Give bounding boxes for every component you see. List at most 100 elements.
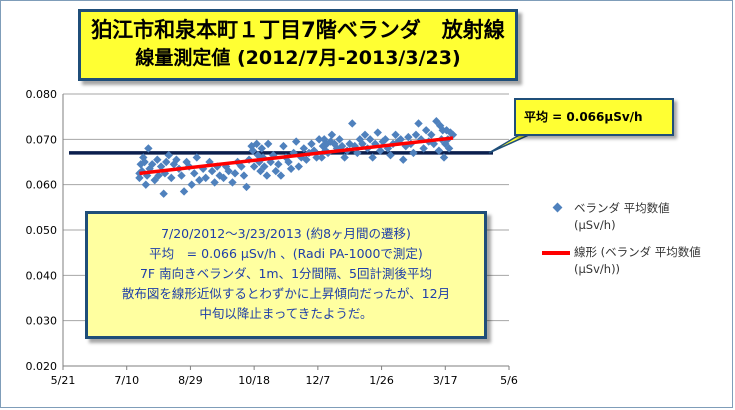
data-point (360, 130, 370, 139)
trendline-marker-icon (542, 251, 570, 255)
data-point (411, 130, 421, 139)
chart-title-box: 狛江市和泉本町１丁目7階ベランダ 放射線 線量測定値 (2012/7月-2013… (78, 9, 518, 81)
data-point (348, 119, 357, 128)
data-point (335, 135, 344, 144)
data-point (159, 189, 168, 198)
data-point (248, 146, 258, 155)
data-point (207, 166, 217, 176)
data-points (135, 117, 458, 198)
data-point (144, 144, 153, 153)
data-point (154, 171, 163, 180)
data-point (314, 135, 324, 144)
data-point (150, 175, 159, 185)
data-point (365, 135, 375, 144)
data-point (427, 130, 436, 139)
data-point (135, 173, 144, 183)
data-point (237, 162, 246, 171)
data-point (404, 132, 413, 142)
data-point (299, 144, 309, 153)
data-point (414, 119, 423, 128)
data-point (139, 153, 148, 162)
data-point (190, 169, 199, 178)
data-point (439, 153, 449, 162)
data-point (164, 151, 173, 160)
data-point (396, 135, 405, 144)
data-point (271, 166, 281, 176)
x-tick-label: 8/29 (178, 374, 203, 387)
data-point (337, 141, 347, 151)
data-point (263, 139, 273, 149)
data-point (224, 166, 233, 176)
axes: 0.020 0.030 0.040 0.050 0.060 0.070 0.080 5/21 7… (26, 88, 518, 387)
data-point (212, 162, 222, 171)
data-point (242, 182, 251, 192)
data-point (192, 153, 201, 162)
diamond-marker-icon (552, 202, 563, 213)
data-point (312, 153, 321, 162)
info-line5: 中旬以降止まってきたようだ。 (199, 306, 373, 321)
info-line4: 散布図を線形近似するとわずかに上昇傾向だったが、12月 (121, 286, 451, 301)
data-point (391, 130, 400, 139)
y-tick-label: 0.020 (26, 360, 58, 373)
data-point (353, 148, 362, 158)
data-point (201, 173, 210, 183)
data-point (140, 157, 149, 167)
chart-title-line1: 狛江市和泉本町１丁目7階ベランダ 放射線 (91, 18, 505, 42)
data-point (182, 157, 191, 167)
data-point (172, 155, 181, 164)
data-point (376, 146, 385, 155)
legend-series-label-1: ベランダ 平均数値 (574, 201, 670, 215)
info-line1: 7/20/2012～3/23/2013 (約8ヶ月間の遷移) (161, 226, 411, 241)
y-tick-label: 0.060 (26, 179, 58, 192)
data-point (187, 180, 196, 189)
data-point (262, 171, 272, 180)
data-point (294, 162, 303, 171)
trendline (139, 136, 454, 176)
trendline-layer (139, 136, 454, 176)
data-point (317, 153, 326, 162)
legend-item-trendline: 線形 (ベランダ 平均数値 (μSv/h)) (541, 244, 731, 278)
data-point (368, 153, 377, 162)
x-tick-label: 5/6 (500, 374, 518, 387)
data-point (444, 144, 454, 153)
legend-item-series: ベランダ 平均数値 (μSv/h) (541, 200, 731, 234)
data-point (291, 137, 301, 146)
data-point (286, 164, 296, 173)
data-point (255, 157, 264, 167)
data-point (249, 162, 259, 171)
data-point (302, 155, 311, 164)
data-point (318, 141, 328, 151)
data-point (252, 139, 261, 149)
y-tick-label: 0.070 (26, 133, 58, 146)
data-point (307, 139, 316, 149)
data-point (210, 178, 219, 187)
legend: ベランダ 平均数値 (μSv/h) 線形 (ベランダ 平均数値 (μSv/h)) (541, 200, 731, 288)
data-point (257, 144, 266, 153)
average-callout: 平均 = 0.066μSv/h (514, 98, 674, 136)
data-point (153, 155, 162, 164)
y-tick-label: 0.050 (26, 224, 58, 237)
info-line3: 7F 南向きベランダ、1m、1分間隔、5回計測後平均 (139, 266, 433, 281)
data-point (169, 160, 179, 169)
data-point (399, 155, 408, 164)
legend-series-label-2: (μSv/h) (574, 218, 616, 232)
data-point (409, 148, 418, 158)
data-point (419, 144, 428, 153)
data-point (219, 173, 228, 183)
data-point (167, 173, 176, 183)
y-tick-label: 0.030 (26, 315, 58, 328)
x-tick-label: 3/17 (433, 374, 458, 387)
data-point (179, 187, 189, 196)
data-point (441, 139, 450, 149)
data-point (141, 180, 151, 189)
data-point (230, 169, 240, 178)
x-tick-label: 1/26 (369, 374, 394, 387)
data-point (373, 128, 382, 137)
data-point (156, 162, 166, 171)
data-point (228, 178, 237, 187)
data-point (274, 160, 283, 169)
data-point (177, 171, 186, 180)
data-point (340, 153, 349, 162)
data-point (276, 171, 286, 180)
